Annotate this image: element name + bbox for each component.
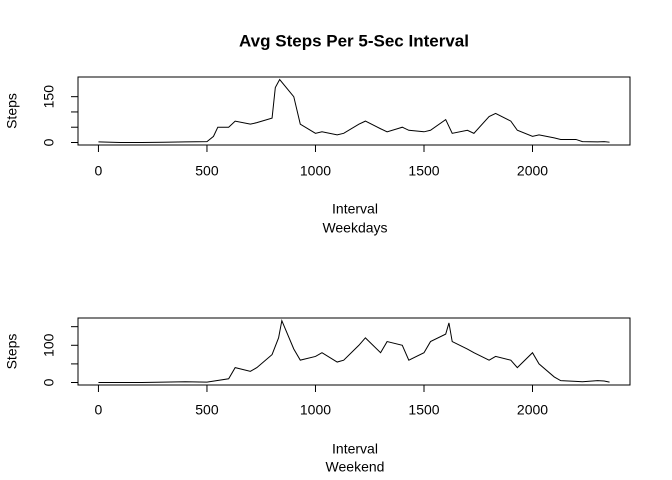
x-axis-label: Interval — [332, 201, 378, 217]
y-tick-label: 100 — [41, 333, 57, 357]
x-tick-label: 1500 — [408, 163, 439, 179]
y-tick-label: 0 — [41, 378, 57, 386]
panel-subtitle: Weekend — [326, 459, 385, 475]
x-axis-label: Interval — [332, 441, 378, 457]
x-tick-label: 2000 — [517, 163, 548, 179]
plot-frame — [77, 76, 631, 146]
y-tick-label: 0 — [41, 138, 57, 146]
y-axis-label: Steps — [4, 334, 20, 370]
x-tick-label: 2000 — [517, 402, 548, 418]
x-tick-label: 1000 — [300, 163, 331, 179]
x-tick-label: 0 — [95, 163, 103, 179]
y-axis-label: Steps — [4, 93, 20, 129]
x-tick-label: 500 — [195, 163, 219, 179]
plot-frame — [77, 317, 631, 386]
data-line — [98, 318, 610, 384]
x-tick-label: 0 — [95, 402, 103, 418]
y-tick-label: 150 — [41, 85, 57, 109]
panel-subtitle: Weekdays — [322, 220, 387, 236]
data-line — [98, 78, 610, 143]
x-tick-label: 1500 — [408, 402, 439, 418]
x-tick-label: 1000 — [300, 402, 331, 418]
x-tick-label: 500 — [195, 402, 219, 418]
chart-title: Avg Steps Per 5-Sec Interval — [239, 31, 469, 50]
